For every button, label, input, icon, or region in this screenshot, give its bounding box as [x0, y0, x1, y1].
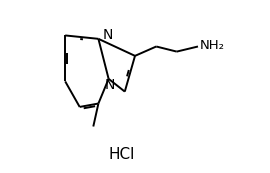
Text: N: N [103, 28, 113, 42]
Text: HCl: HCl [108, 147, 134, 162]
Text: N: N [104, 78, 115, 92]
Text: NH₂: NH₂ [200, 39, 225, 52]
